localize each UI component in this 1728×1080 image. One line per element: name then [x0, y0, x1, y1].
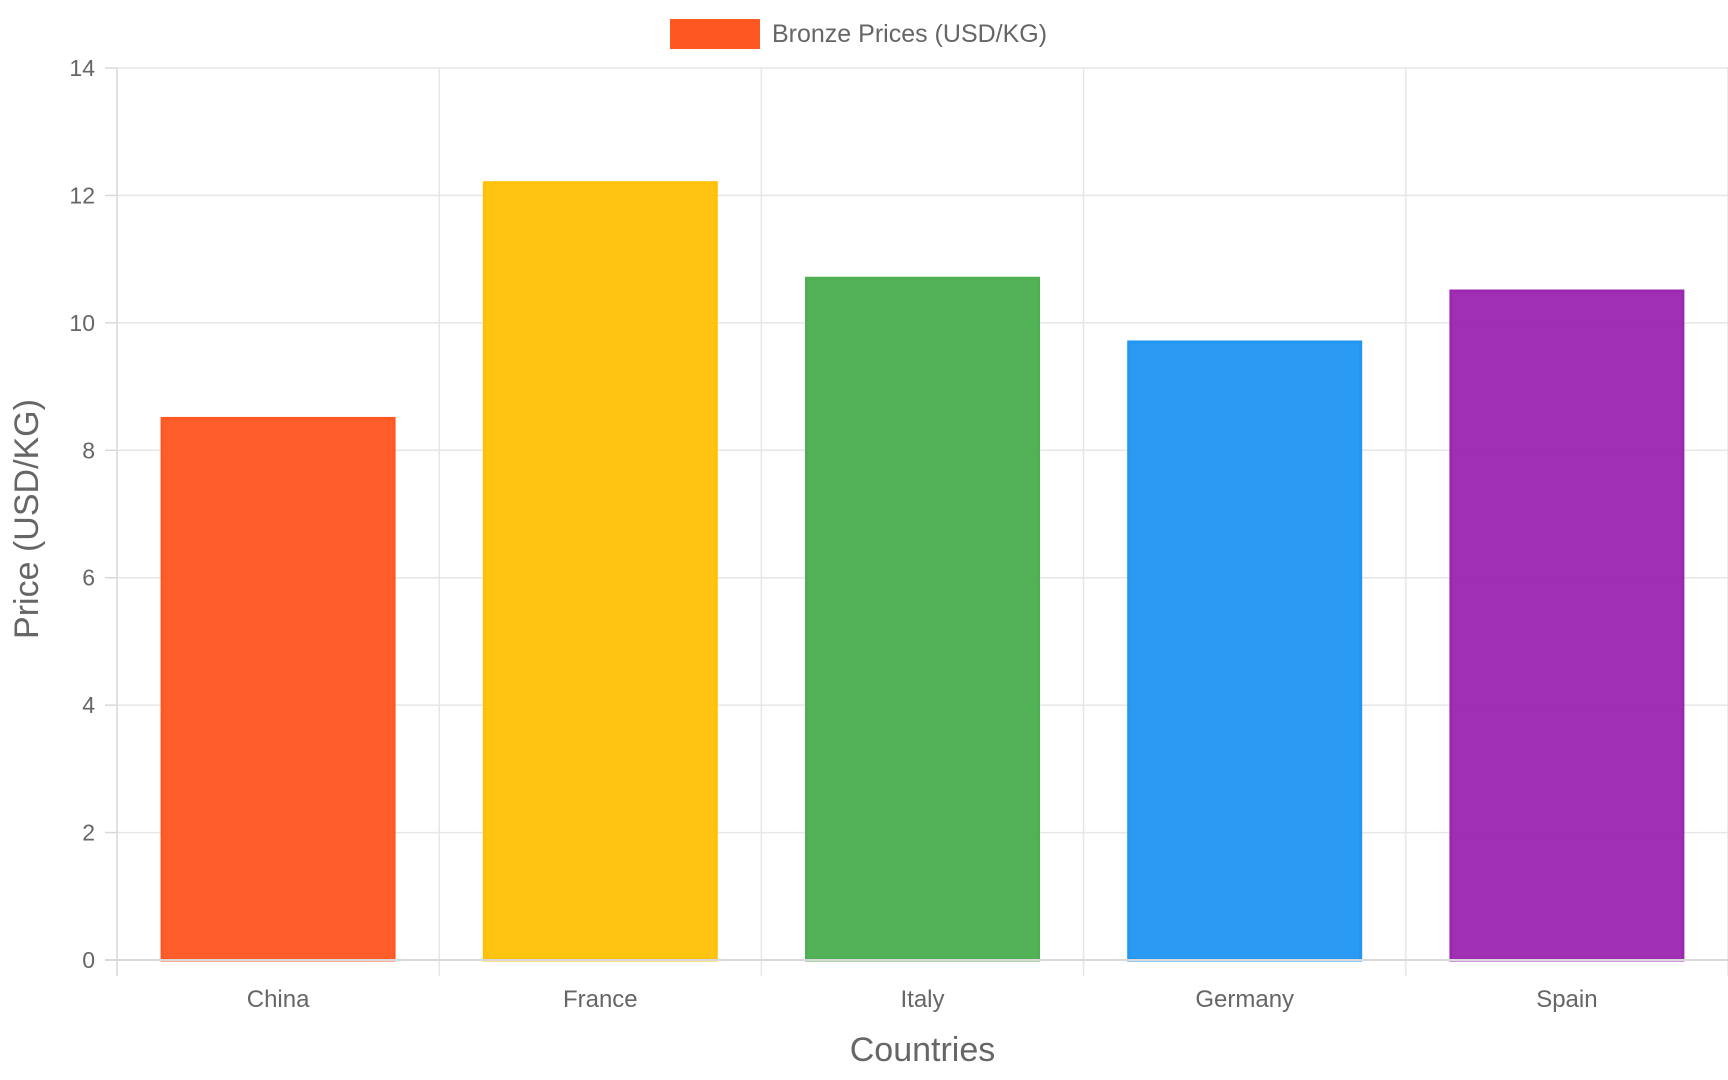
bars — [160, 181, 1685, 962]
x-tick-label: Spain — [1536, 986, 1597, 1013]
bar-italy[interactable] — [805, 276, 1040, 962]
y-axis-title: Price (USD/KG) — [8, 399, 46, 639]
bar-spain[interactable] — [1449, 289, 1685, 962]
x-axis-title: Countries — [850, 1031, 996, 1069]
y-tick-label: 6 — [82, 565, 95, 591]
y-tick-label: 12 — [69, 182, 95, 208]
y-tick-label: 4 — [82, 692, 95, 718]
x-tick-label: Italy — [900, 986, 944, 1013]
bar-france[interactable] — [482, 181, 718, 962]
y-tick-label: 14 — [69, 55, 95, 81]
axes — [105, 67, 1728, 961]
legend[interactable]: Bronze Prices (USD/KG) — [670, 19, 1047, 49]
bar-germany[interactable] — [1127, 340, 1363, 962]
bar-china[interactable] — [160, 416, 396, 962]
x-tick-label: Germany — [1195, 986, 1294, 1013]
y-tick-label: 10 — [69, 310, 95, 336]
legend-label-bronze-prices: Bronze Prices (USD/KG) — [772, 20, 1047, 48]
x-tick-label: China — [247, 986, 310, 1013]
x-tick-label: France — [563, 986, 638, 1013]
y-tick-label: 2 — [82, 820, 95, 846]
legend-swatch-bronze-prices — [670, 19, 760, 49]
tick-labels: 0 2 4 6 8 10 12 14 China France Italy Germany Spain — [69, 55, 1597, 1013]
y-tick-label: 8 — [82, 437, 95, 463]
y-tick-label: 0 — [82, 947, 95, 973]
